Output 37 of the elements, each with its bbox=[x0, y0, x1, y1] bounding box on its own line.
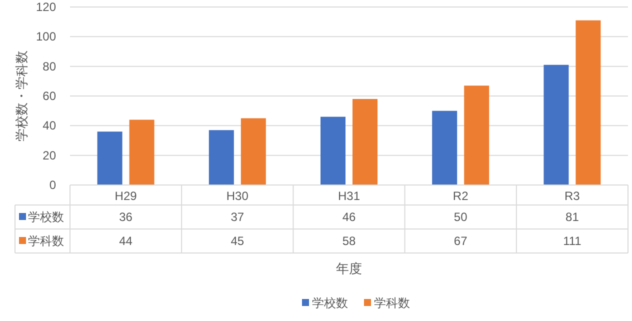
bar bbox=[97, 132, 122, 185]
bar bbox=[576, 20, 601, 185]
bar bbox=[464, 86, 490, 185]
data-label: 58 bbox=[342, 234, 356, 248]
y-tick-label: 80 bbox=[42, 59, 56, 74]
x-tick-label: H29 bbox=[114, 189, 138, 203]
y-axis-title: 学校数・学科数 bbox=[14, 50, 29, 142]
data-label: 37 bbox=[230, 210, 244, 224]
bar bbox=[544, 64, 569, 185]
y-tick-label: 20 bbox=[42, 148, 56, 162]
bar bbox=[129, 120, 154, 185]
data-label: 45 bbox=[230, 234, 244, 248]
data-label: 111 bbox=[563, 234, 582, 248]
legend: 学校数 学科数 bbox=[302, 296, 410, 310]
y-tick-label: 100 bbox=[36, 30, 56, 44]
x-axis-title: 年度 bbox=[336, 261, 362, 276]
bar bbox=[352, 98, 378, 185]
data-label: 44 bbox=[119, 234, 133, 248]
x-tick-label: H31 bbox=[338, 189, 360, 203]
y-tick-label: 40 bbox=[42, 118, 56, 133]
x-tick-label: R2 bbox=[452, 189, 469, 203]
x-tick-label: R3 bbox=[564, 189, 580, 203]
data-label: 46 bbox=[342, 210, 356, 224]
y-tick-label: 0 bbox=[49, 178, 56, 192]
y-tick-label: 60 bbox=[42, 89, 56, 103]
x-tick-label: H30 bbox=[226, 189, 249, 203]
bar bbox=[320, 116, 346, 185]
data-label: 67 bbox=[454, 234, 468, 248]
legend-label: 学科数 bbox=[28, 234, 64, 248]
bar bbox=[432, 110, 458, 185]
y-tick-label: 120 bbox=[36, 0, 56, 14]
data-label: 36 bbox=[119, 210, 133, 224]
data-label: 81 bbox=[566, 210, 580, 224]
bar bbox=[208, 130, 234, 185]
legend-label: 学校数 bbox=[28, 210, 64, 224]
data-label: 50 bbox=[454, 210, 468, 224]
bar bbox=[240, 118, 266, 185]
